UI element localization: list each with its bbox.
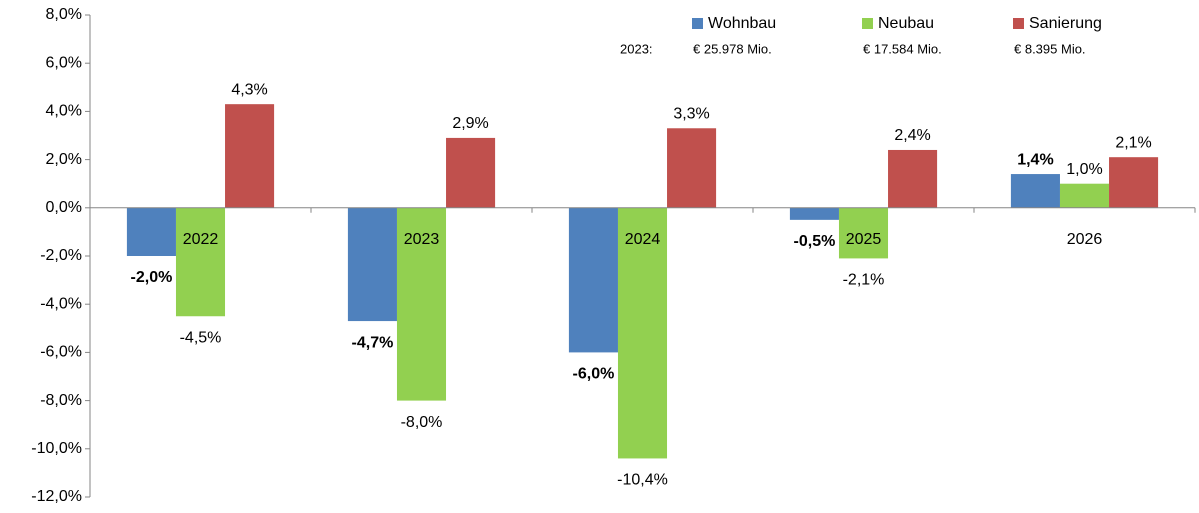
bar [126, 207, 176, 256]
value-label: 2,4% [894, 127, 930, 144]
value-label: -2,0% [131, 269, 173, 286]
value-label: -6,0% [573, 366, 615, 383]
legend-note: € 17.584 Mio. [863, 41, 942, 56]
value-label: 4,3% [231, 81, 267, 98]
y-tick-label: -4,0% [40, 295, 82, 312]
bar [225, 104, 275, 208]
y-tick-label: 2,0% [46, 151, 82, 168]
value-label: 2,9% [452, 115, 488, 132]
bar [446, 137, 496, 208]
y-tick-label: 0,0% [46, 199, 82, 216]
bar [789, 207, 839, 220]
x-tick-label: 2022 [183, 231, 219, 248]
legend-swatch [692, 18, 703, 29]
value-label: -10,4% [617, 472, 668, 489]
bar [1010, 174, 1060, 208]
bar [838, 207, 889, 259]
value-label: 1,4% [1017, 151, 1053, 168]
legend-label: Wohnbau [708, 15, 776, 32]
legend-label: Neubau [878, 15, 934, 32]
y-tick-label: -12,0% [31, 488, 82, 505]
value-label: -4,5% [180, 329, 222, 346]
bar [347, 207, 397, 322]
value-label: 1,0% [1066, 161, 1102, 178]
legend-label: Sanierung [1029, 15, 1102, 32]
legend-swatch [862, 18, 873, 29]
y-tick-label: 4,0% [46, 103, 82, 120]
legend-note: € 25.978 Mio. [693, 41, 772, 56]
y-tick-label: -8,0% [40, 392, 82, 409]
bar [175, 207, 226, 317]
bar [888, 149, 938, 208]
x-tick-label: 2026 [1067, 231, 1103, 248]
bar [1059, 183, 1110, 208]
bar [1109, 157, 1159, 208]
bar [396, 207, 447, 401]
y-tick-label: 6,0% [46, 54, 82, 71]
value-label: -0,5% [794, 233, 836, 250]
y-tick-label: -6,0% [40, 344, 82, 361]
legend-note: € 8.395 Mio. [1014, 41, 1086, 56]
legend-note: 2023: [620, 41, 653, 56]
value-label: 2,1% [1115, 134, 1151, 151]
y-tick-label: -2,0% [40, 247, 82, 264]
x-tick-label: 2024 [625, 231, 661, 248]
value-label: 3,3% [673, 105, 709, 122]
legend-swatch [1013, 18, 1024, 29]
value-label: -8,0% [401, 414, 443, 431]
bar [568, 207, 618, 353]
bar [617, 207, 668, 459]
y-tick-label: -10,0% [31, 440, 82, 457]
y-tick-label: 8,0% [46, 6, 82, 23]
value-label: -2,1% [843, 272, 885, 289]
value-label: -4,7% [352, 334, 394, 351]
bar [667, 128, 717, 208]
x-tick-label: 2025 [846, 231, 882, 248]
x-tick-label: 2023 [404, 231, 440, 248]
